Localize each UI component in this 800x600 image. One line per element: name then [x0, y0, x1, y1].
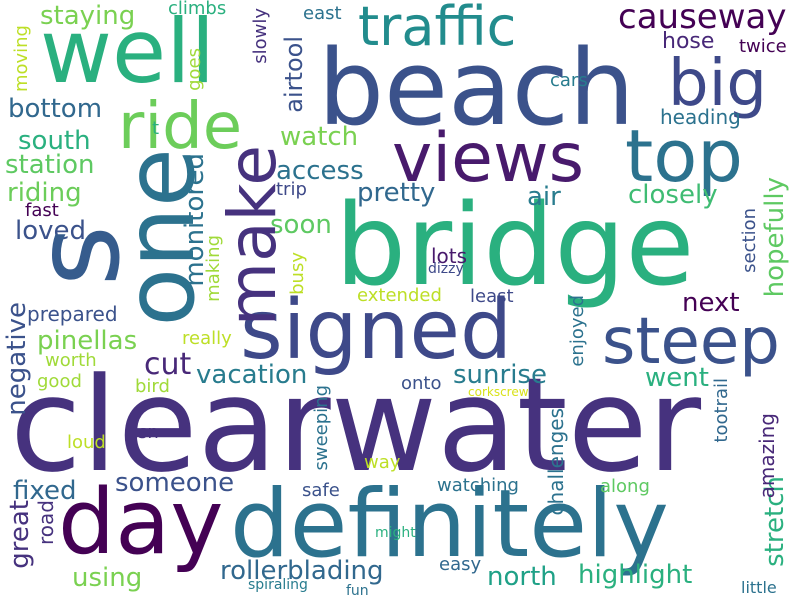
- word-steep: steep: [602, 305, 780, 379]
- word-fast: fast: [25, 200, 59, 221]
- word-access: access: [276, 156, 364, 186]
- word-good: good: [37, 371, 82, 392]
- word-pinellas: pinellas: [37, 326, 138, 356]
- word-closely: closely: [628, 180, 718, 210]
- word-vacation: vacation: [196, 360, 308, 390]
- word-might: might: [375, 525, 416, 541]
- word-climbs: climbs: [168, 0, 227, 19]
- word-easy: easy: [439, 554, 482, 575]
- word-east: east: [303, 3, 342, 24]
- word-staying: staying: [40, 1, 136, 31]
- word-loud: loud: [67, 432, 106, 453]
- word-soon: soon: [270, 210, 332, 240]
- word-section: section: [739, 208, 760, 273]
- word-cut: cut: [144, 347, 192, 382]
- word-highlight: highlight: [578, 560, 693, 590]
- word-watching: watching: [437, 475, 519, 496]
- word-fixed: fixed: [13, 476, 77, 506]
- word-top: top: [625, 114, 743, 198]
- word-day: day: [58, 470, 224, 575]
- word-views: views: [392, 119, 585, 198]
- word-went: went: [645, 363, 709, 393]
- word-south: south: [18, 126, 91, 156]
- word-definitely: definitely: [230, 470, 669, 579]
- word-make: make: [214, 145, 291, 327]
- word-sunrise: sunrise: [453, 360, 547, 390]
- word-challenges: challenges: [544, 408, 568, 516]
- word-beach: beach: [318, 27, 635, 149]
- word-road: road: [34, 500, 58, 545]
- word-big: big: [668, 47, 768, 121]
- word-lots: lots: [431, 244, 468, 268]
- word-heading: heading: [660, 105, 741, 129]
- word-bird: bird: [135, 376, 170, 397]
- word-tootrail: tootrail: [711, 378, 732, 443]
- word-corkscrew: corkscrew: [468, 385, 529, 399]
- word-signed: signed: [240, 283, 513, 378]
- word-prepared: prepared: [27, 302, 118, 326]
- word-least: least: [470, 286, 514, 307]
- word-loved: loved: [15, 216, 87, 246]
- word-causeway: causeway: [618, 0, 787, 37]
- word-fun: fun: [346, 583, 369, 599]
- word-traffic: traffic: [358, 0, 517, 58]
- word-using: using: [72, 563, 143, 593]
- word-little: little: [741, 578, 777, 597]
- word-worth: worth: [45, 350, 97, 371]
- word-great: great: [5, 500, 35, 569]
- word-someone: someone: [115, 468, 235, 498]
- word-next: next: [682, 288, 740, 318]
- word-spiraling: spiraling: [248, 577, 308, 593]
- word-slowly: slowly: [250, 8, 271, 64]
- word-dizzy: dizzy: [428, 261, 464, 277]
- word-trip: trip: [276, 179, 307, 200]
- word-clearwater: clearwater: [10, 349, 702, 501]
- word-sweeping: sweeping: [311, 385, 332, 471]
- word-ride: ride: [118, 90, 243, 164]
- word-station: station: [5, 150, 95, 180]
- word-really: really: [182, 328, 232, 349]
- word-watch: watch: [280, 122, 359, 152]
- word-t: t: [152, 118, 160, 139]
- word-hopefully: hopefully: [760, 177, 790, 298]
- word-safe: safe: [302, 480, 340, 501]
- word-air: air: [527, 182, 561, 212]
- word-along: along: [600, 476, 650, 497]
- word-making: making: [203, 235, 224, 302]
- word-enjoyed: enjoyed: [567, 295, 588, 367]
- word-well: well: [40, 0, 216, 103]
- word-busy: busy: [287, 252, 308, 295]
- word-airtool: airtool: [280, 36, 308, 113]
- word-north: north: [487, 562, 557, 592]
- word-negative: negative: [2, 302, 32, 416]
- word-moving: moving: [11, 25, 32, 93]
- word-pretty: pretty: [357, 178, 436, 208]
- word-goes: goes: [184, 48, 205, 91]
- word-onto: onto: [401, 373, 442, 394]
- word-way: way: [364, 452, 401, 473]
- word-amazing: amazing: [755, 413, 779, 499]
- word-hose: hose: [662, 29, 715, 54]
- word-isn: isn: [133, 422, 159, 443]
- word-bridge: bridge: [335, 181, 695, 311]
- word-cars: cars: [550, 70, 588, 91]
- word-extended: extended: [357, 285, 442, 306]
- word-riding: riding: [7, 178, 82, 208]
- word-bottom: bottom: [8, 94, 103, 124]
- word-rollerblading: rollerblading: [220, 556, 384, 586]
- word-twice: twice: [739, 36, 787, 57]
